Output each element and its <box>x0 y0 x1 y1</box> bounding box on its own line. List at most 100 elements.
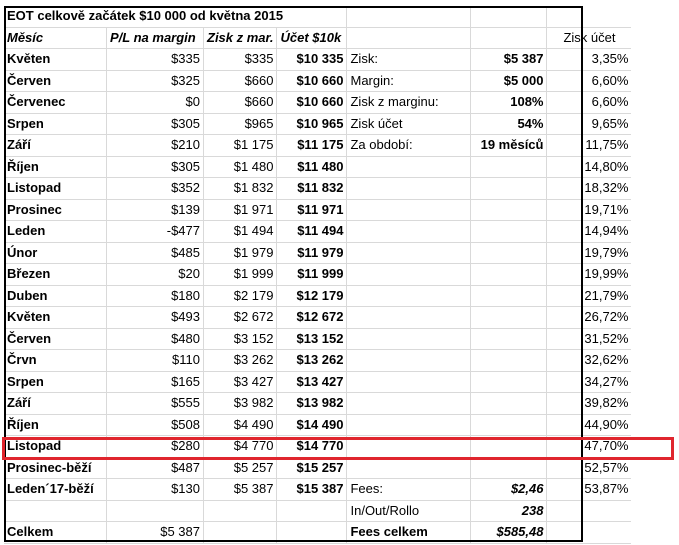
ucet-cell[interactable]: $11 175 <box>276 134 348 157</box>
pl-cell[interactable]: $5 387 <box>106 521 204 544</box>
month-cell[interactable]: Listopad <box>4 177 107 200</box>
pct-cell[interactable]: 19,79% <box>546 242 632 264</box>
label-cell[interactable]: Fees celkem <box>346 521 472 544</box>
ucet-cell[interactable]: $13 982 <box>276 392 348 415</box>
zisk-cell[interactable]: $2 179 <box>203 285 278 307</box>
value-cell[interactable] <box>470 349 548 372</box>
value-cell[interactable]: $585,48 <box>470 521 548 544</box>
month-cell[interactable]: Únor <box>4 242 107 264</box>
pct-cell[interactable]: 19,71% <box>546 199 632 221</box>
value-cell[interactable] <box>470 457 548 479</box>
label-cell[interactable]: Za období: <box>346 134 472 157</box>
label-cell[interactable] <box>346 156 472 178</box>
month-cell[interactable]: Leden <box>4 220 107 243</box>
value-cell[interactable] <box>470 220 548 243</box>
pl-cell[interactable]: $485 <box>106 242 204 264</box>
label-cell[interactable] <box>346 242 472 264</box>
month-cell[interactable]: Červenec <box>4 91 107 114</box>
value-cell[interactable]: 54% <box>470 113 548 135</box>
month-cell[interactable]: Leden´17-běží <box>4 478 107 501</box>
zisk-cell[interactable]: $965 <box>203 113 278 135</box>
value-cell[interactable] <box>470 156 548 178</box>
ucet-cell[interactable]: $11 979 <box>276 242 348 264</box>
ucet-cell[interactable]: $12 179 <box>276 285 348 307</box>
month-cell[interactable] <box>4 500 107 522</box>
ucet-cell[interactable]: $11 480 <box>276 156 348 178</box>
month-cell[interactable]: Květen <box>4 48 107 71</box>
zisk-cell[interactable] <box>203 521 278 544</box>
header-zisk[interactable]: Zisk z mar. <box>203 27 278 49</box>
pct-cell[interactable]: 34,27% <box>546 371 632 393</box>
pct-cell[interactable]: 53,87% <box>546 478 632 501</box>
pct-cell[interactable]: 31,52% <box>546 328 632 350</box>
value-cell[interactable] <box>470 263 548 286</box>
sheet-title[interactable]: EOT celkově začátek $10 000 od května 20… <box>4 6 348 28</box>
ucet-cell[interactable]: $13 427 <box>276 371 348 393</box>
pct-cell[interactable]: 11,75% <box>546 134 632 157</box>
ucet-cell[interactable]: $14 770 <box>276 435 348 458</box>
value-cell[interactable] <box>470 285 548 307</box>
value-cell[interactable] <box>470 177 548 200</box>
ucet-cell[interactable]: $13 152 <box>276 328 348 350</box>
value-cell[interactable] <box>470 371 548 393</box>
month-cell[interactable]: Prosinec <box>4 199 107 221</box>
zisk-cell[interactable]: $660 <box>203 70 278 92</box>
pl-cell[interactable]: $0 <box>106 91 204 114</box>
value-cell[interactable] <box>470 392 548 415</box>
header-month[interactable]: Měsíc <box>4 27 107 49</box>
cell[interactable] <box>470 27 548 49</box>
ucet-cell[interactable]: $10 660 <box>276 91 348 114</box>
zisk-cell[interactable]: $660 <box>203 91 278 114</box>
pl-cell[interactable]: $487 <box>106 457 204 479</box>
label-cell[interactable] <box>346 306 472 329</box>
pct-cell[interactable]: 44,90% <box>546 414 632 436</box>
pl-cell[interactable]: $210 <box>106 134 204 157</box>
ucet-cell[interactable]: $11 971 <box>276 199 348 221</box>
label-cell[interactable] <box>346 328 472 350</box>
pct-cell[interactable]: 6,60% <box>546 70 632 92</box>
pl-cell[interactable]: $110 <box>106 349 204 372</box>
month-cell[interactable]: Květen <box>4 306 107 329</box>
zisk-cell[interactable]: $1 494 <box>203 220 278 243</box>
ucet-cell[interactable]: $10 660 <box>276 70 348 92</box>
value-cell[interactable] <box>470 306 548 329</box>
pct-cell[interactable]: 14,80% <box>546 156 632 178</box>
pl-cell[interactable]: $180 <box>106 285 204 307</box>
label-cell[interactable]: Zisk účet <box>346 113 472 135</box>
label-cell[interactable]: Zisk z marginu: <box>346 91 472 114</box>
label-cell[interactable] <box>346 349 472 372</box>
zisk-cell[interactable]: $2 672 <box>203 306 278 329</box>
value-cell[interactable]: 238 <box>470 500 548 522</box>
month-cell[interactable]: Srpen <box>4 113 107 135</box>
month-cell[interactable]: Celkem <box>4 521 107 544</box>
value-cell[interactable] <box>470 435 548 458</box>
pct-cell[interactable]: 6,60% <box>546 91 632 114</box>
label-cell[interactable] <box>346 371 472 393</box>
pl-cell[interactable]: $325 <box>106 70 204 92</box>
label-cell[interactable] <box>346 285 472 307</box>
month-cell[interactable]: Září <box>4 392 107 415</box>
zisk-cell[interactable]: $5 387 <box>203 478 278 501</box>
label-cell[interactable] <box>346 457 472 479</box>
zisk-cell[interactable]: $3 982 <box>203 392 278 415</box>
value-cell[interactable]: $5 387 <box>470 48 548 71</box>
value-cell[interactable]: $2,46 <box>470 478 548 501</box>
pct-cell[interactable]: 39,82% <box>546 392 632 415</box>
label-cell[interactable] <box>346 392 472 415</box>
header-zisk-ucet[interactable]: Zisk účet <box>546 27 632 49</box>
month-cell[interactable]: Červen <box>4 328 107 350</box>
month-cell[interactable]: Črvn <box>4 349 107 372</box>
pl-cell[interactable]: $130 <box>106 478 204 501</box>
label-cell[interactable]: In/Out/Rollo <box>346 500 472 522</box>
zisk-cell[interactable]: $1 175 <box>203 134 278 157</box>
zisk-cell[interactable] <box>203 500 278 522</box>
cell[interactable] <box>470 6 548 28</box>
value-cell[interactable]: $5 000 <box>470 70 548 92</box>
pl-cell[interactable]: $165 <box>106 371 204 393</box>
zisk-cell[interactable]: $1 480 <box>203 156 278 178</box>
pl-cell[interactable]: $139 <box>106 199 204 221</box>
cell[interactable] <box>546 6 632 28</box>
value-cell[interactable] <box>470 199 548 221</box>
month-cell[interactable]: Říjen <box>4 156 107 178</box>
zisk-cell[interactable]: $1 971 <box>203 199 278 221</box>
